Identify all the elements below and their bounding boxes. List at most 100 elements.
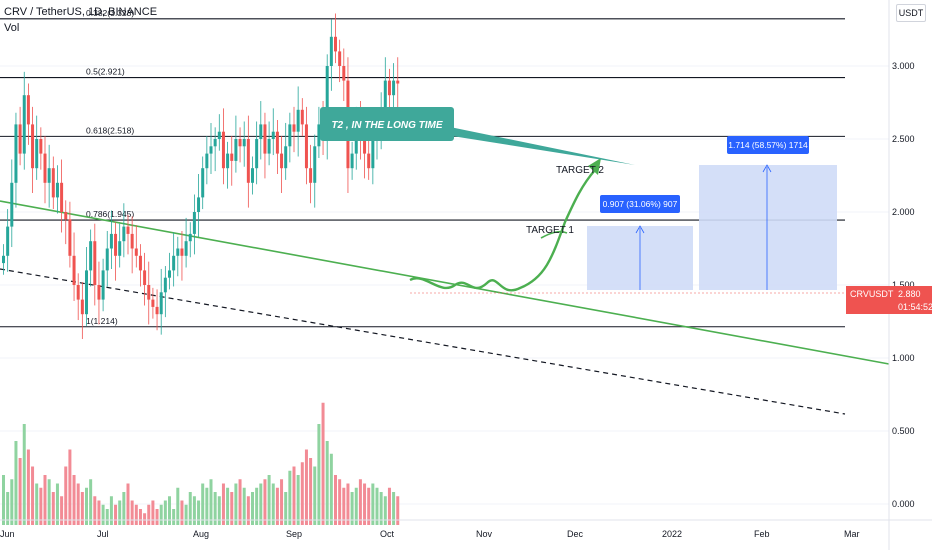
target2-box[interactable]: [699, 165, 837, 290]
candle-body: [130, 233, 134, 249]
volume-bar: [251, 492, 254, 525]
candle-body: [217, 131, 221, 139]
symbol-title: CRV / TetherUS, 1D, BINANCE: [4, 6, 158, 18]
volume-bar: [68, 449, 72, 525]
volume-bar: [242, 487, 246, 525]
volume-bar: [350, 492, 354, 525]
candle-body: [284, 146, 288, 169]
volume-bar: [271, 483, 275, 525]
volume-bar: [267, 475, 271, 525]
candle-body: [93, 241, 97, 285]
price-axis[interactable]: 6.5006.0005.5005.0004.5004.0003.5003.000…: [892, 0, 915, 509]
candle-body: [334, 36, 337, 52]
volume-bar: [80, 492, 84, 525]
candle-body: [43, 153, 47, 183]
candle-body: [234, 139, 238, 161]
volume-bar: [383, 496, 387, 525]
price-tick-label: 0.500: [892, 426, 915, 436]
volume-bar: [309, 458, 313, 525]
volume-bar: [89, 479, 93, 525]
candle-body: [89, 241, 93, 271]
volume-indicator-label[interactable]: Vol: [4, 22, 20, 34]
candles: [2, 13, 400, 340]
candle-body: [263, 124, 267, 154]
volume-bar: [22, 424, 26, 525]
time-tick-label: Dec: [567, 529, 584, 539]
fib-label: 1(1.214): [86, 316, 118, 326]
volume-bar: [168, 496, 171, 525]
target2-arrowhead-green: [588, 158, 601, 175]
candle-body: [396, 80, 400, 84]
volume-bar: [375, 487, 379, 525]
volume-bar: [101, 504, 105, 525]
volume-bar: [392, 492, 396, 525]
target1-box-label-bg: [600, 195, 680, 213]
volume-bar: [93, 496, 97, 525]
candle-body: [114, 233, 118, 256]
volume-bar: [118, 500, 122, 525]
volume-bar: [209, 479, 213, 525]
candle-body: [387, 80, 391, 96]
volume-bar: [226, 487, 230, 525]
descending-trendline[interactable]: [0, 200, 890, 365]
volume-bar: [163, 500, 167, 525]
currency-button[interactable]: USDT: [896, 4, 926, 22]
candle-body: [22, 95, 26, 154]
time-tick-label: Jul: [97, 529, 109, 539]
volume-bar: [263, 479, 267, 525]
dashed-trendline[interactable]: [0, 268, 846, 415]
volume-bar: [188, 492, 192, 525]
candle-body: [280, 153, 284, 169]
volume-bar: [10, 479, 14, 525]
target1-arrowhead: [635, 225, 645, 234]
candle-body: [147, 285, 151, 300]
price-tag-price: 2.880: [898, 289, 921, 299]
candle-body: [80, 299, 84, 315]
volume-bar: [288, 470, 292, 525]
target1-swoosh: [540, 230, 568, 239]
volume-bar: [122, 492, 126, 525]
volume-bar: [114, 504, 118, 525]
candle-body: [342, 66, 346, 81]
candle-body: [242, 139, 246, 147]
callout-box[interactable]: [320, 107, 454, 141]
candle-body: [168, 270, 171, 278]
volume-bar: [342, 487, 346, 525]
volume-bar: [172, 509, 176, 525]
candle-body: [85, 270, 88, 315]
candle-body: [122, 226, 126, 242]
candle-body: [14, 124, 18, 183]
volume-bar: [126, 483, 130, 525]
volume-bar: [18, 458, 22, 525]
time-axis[interactable]: Jun Jul Aug Sep Oct Nov Dec 2022 Feb Mar: [0, 529, 860, 539]
volume-bar: [334, 475, 337, 525]
volume-bar: [338, 479, 342, 525]
candle-body: [230, 153, 234, 161]
candle-body: [197, 197, 201, 212]
volume-bar: [296, 475, 300, 525]
volume-bar: [205, 487, 209, 525]
volume-bar: [292, 466, 296, 525]
candle-body: [304, 124, 308, 169]
candle-body: [350, 153, 354, 169]
volume-bar: [280, 479, 284, 525]
candle-body: [76, 285, 80, 300]
candle-body: [296, 109, 300, 132]
volume-bar: [134, 504, 138, 525]
volume-bar: [72, 475, 76, 525]
candle-body: [47, 168, 51, 183]
volume-bar: [109, 496, 113, 525]
volume-bar: [180, 500, 184, 525]
volume-bar: [138, 509, 142, 525]
volume-bar: [51, 492, 55, 525]
candle-body: [143, 270, 147, 285]
volume-bar: [105, 509, 109, 525]
candle-body: [275, 131, 279, 154]
volume-bar: [379, 492, 383, 525]
volume-bar: [230, 492, 234, 525]
projected-path[interactable]: [409, 169, 596, 292]
volume-bar: [234, 483, 238, 525]
candle-body: [10, 182, 14, 227]
volume-bar: [85, 487, 88, 525]
